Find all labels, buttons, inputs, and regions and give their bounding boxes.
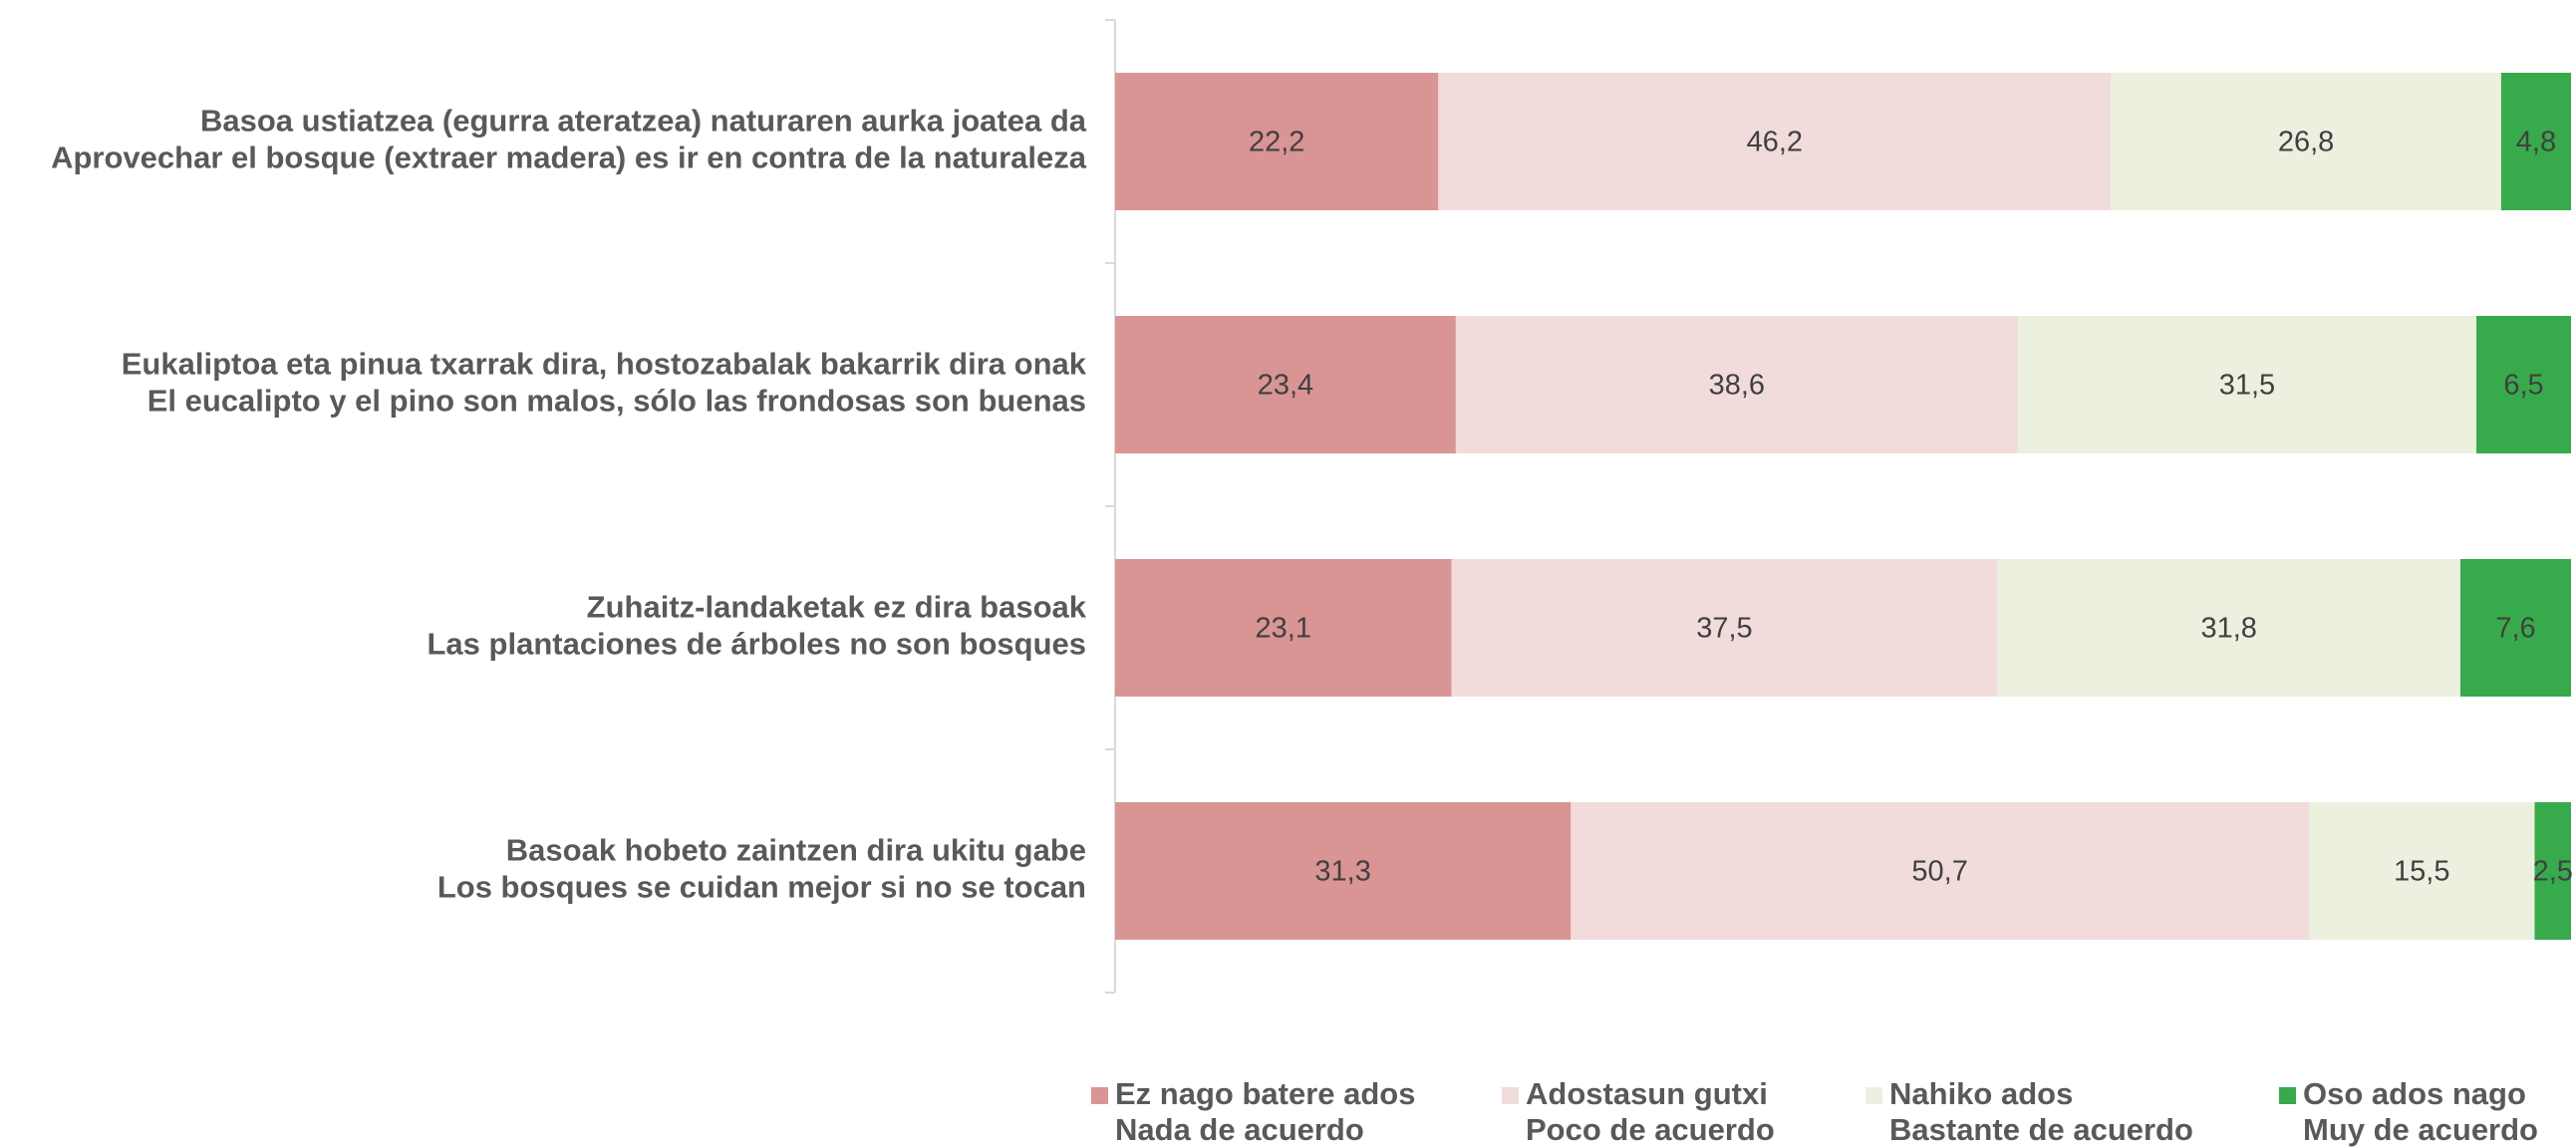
bar-segment (1115, 316, 1456, 453)
value-label: 31,3 (1314, 856, 1370, 888)
value-label: 6,5 (2503, 370, 2543, 402)
bar-segment (2017, 316, 2477, 453)
legend-label: Adostasun gutxi (1526, 1076, 1768, 1111)
legend-swatch (1502, 1087, 1519, 1104)
bar-segment (2111, 73, 2501, 210)
value-label: 15,5 (2394, 856, 2449, 888)
bar-segment (1115, 802, 1572, 940)
legend-label: Nada de acuerdo (1115, 1112, 1364, 1147)
category-label: Zuhaitz-landaketak ez dira basoak (587, 590, 1087, 625)
category-label: Aprovechar el bosque (extraer madera) es… (51, 141, 1087, 175)
bar-segment (1455, 316, 2018, 453)
legend-label: Nahiko ados (1889, 1076, 2073, 1111)
bar-segment (1115, 73, 1439, 210)
category-label: Eukaliptoa eta pinua txarrak dira, hosto… (122, 347, 1087, 382)
legend-label: Bastante de acuerdo (1889, 1112, 2193, 1147)
value-label: 38,6 (1709, 370, 1765, 402)
legend-swatch (2279, 1087, 2296, 1104)
value-label: 31,5 (2219, 370, 2275, 402)
value-label: 4,8 (2516, 127, 2556, 158)
bar-segment (2459, 559, 2571, 697)
category-label: Basoak hobeto zaintzen dira ukitu gabe (506, 833, 1086, 868)
value-label: 31,8 (2200, 613, 2256, 645)
bar-segment (2476, 316, 2571, 453)
category-label: Las plantaciones de árboles no son bosqu… (428, 627, 1087, 662)
category-label: Basoa ustiatzea (egurra ateratzea) natur… (200, 104, 1087, 139)
bar-segment (2309, 802, 2535, 940)
value-label: 2,5 (2533, 856, 2573, 888)
bar-segment (1438, 73, 2112, 210)
legend-label: Oso ados nago (2303, 1076, 2526, 1111)
category-label: Los bosques se cuidan mejor si no se toc… (437, 870, 1086, 905)
bar-segment (1451, 559, 1998, 697)
value-label: 46,2 (1747, 127, 1803, 158)
bar-segment (2534, 802, 2571, 940)
legend-label: Ez nago batere ados (1115, 1076, 1415, 1111)
value-label: 37,5 (1696, 613, 1752, 645)
value-label: 50,7 (1911, 856, 1967, 888)
legend-swatch (1865, 1087, 1882, 1104)
bar-segment (2500, 73, 2571, 210)
legend-swatch (1091, 1087, 1108, 1104)
value-label: 22,2 (1249, 127, 1304, 158)
legend-label: Muy de acuerdo (2303, 1112, 2538, 1147)
value-label: 7,6 (2495, 613, 2535, 645)
bar-segment (1571, 802, 2310, 940)
legend-label: Poco de acuerdo (1526, 1112, 1775, 1147)
value-label: 23,4 (1258, 370, 1313, 402)
bar-segment (1115, 559, 1452, 697)
bar-segment (1997, 559, 2460, 697)
category-label: El eucalipto y el pino son malos, sólo l… (147, 384, 1086, 419)
value-label: 23,1 (1256, 613, 1311, 645)
value-label: 26,8 (2278, 127, 2334, 158)
